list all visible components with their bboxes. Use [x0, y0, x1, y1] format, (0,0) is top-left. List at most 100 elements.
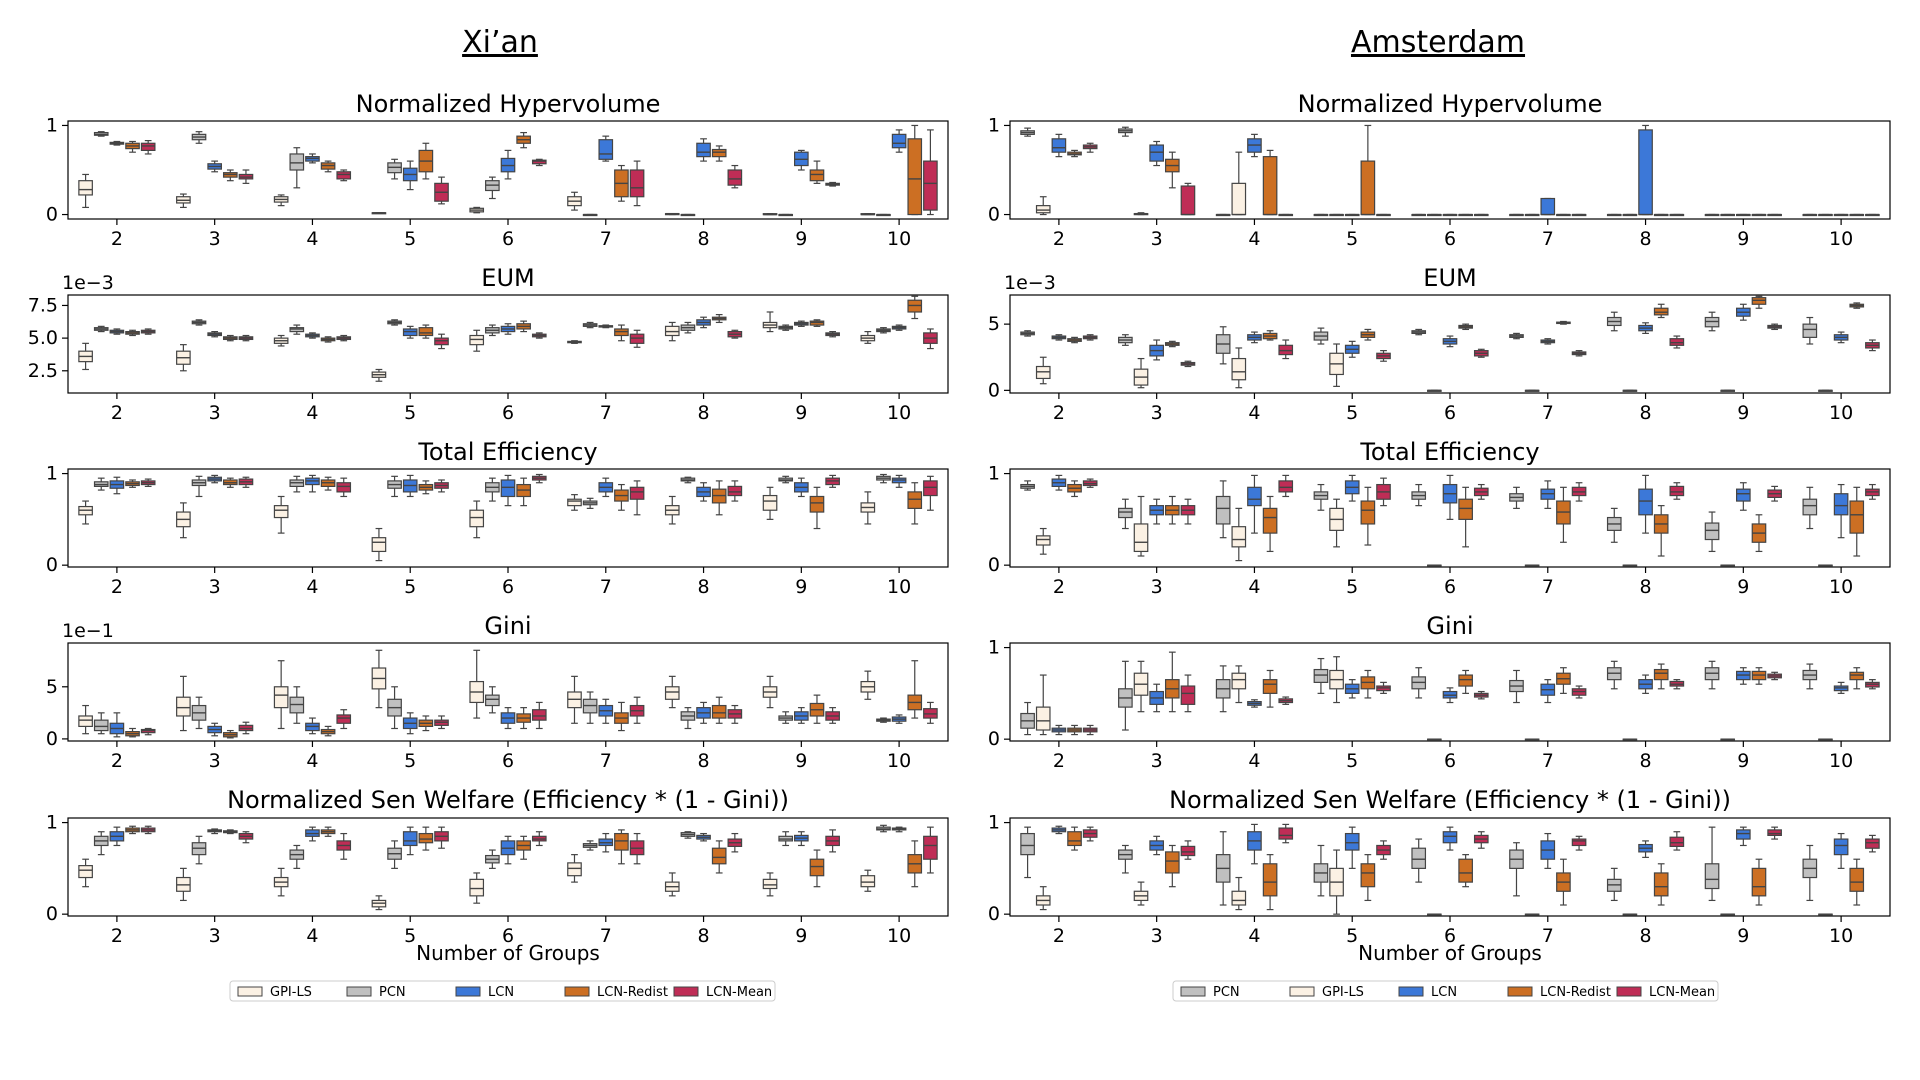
box-lcn-10 [891, 826, 907, 833]
x-tick-label: 4 [1248, 576, 1260, 598]
box-pcn-2 [93, 831, 109, 856]
box-lcn-mean-7 [1571, 482, 1587, 502]
box-lcn-6 [1442, 687, 1458, 704]
box-lcn-8 [696, 482, 711, 502]
box-lcn-mean-7 [629, 329, 645, 348]
box-lcn-redist-9 [1751, 295, 1767, 309]
box-pcn-2 [1020, 701, 1035, 736]
box-lcn-5 [402, 325, 418, 339]
box-lcn-redist-10 [1849, 302, 1865, 309]
x-tick-label: 5 [1346, 576, 1358, 598]
box-lcn-4 [305, 332, 320, 339]
box-body [1262, 679, 1278, 694]
x-tick-label: 10 [887, 228, 911, 250]
box-lcn-redist-6 [1458, 669, 1473, 694]
box-lcn-mean-10 [1865, 213, 1880, 217]
panel-title: Normalized Hypervolume [356, 90, 661, 118]
box-lcn-3 [207, 330, 222, 338]
box-body [762, 878, 778, 890]
x-tick-label: 2 [111, 402, 123, 424]
legend-label: LCN-Redist [1540, 985, 1611, 1000]
box-pcn-5 [387, 158, 402, 180]
panel-title: Normalized Hypervolume [1298, 90, 1603, 118]
box-lcn-4 [1247, 331, 1262, 344]
box-lcn-redist-3 [222, 477, 238, 488]
box-lcn-2 [1051, 825, 1067, 835]
box-gpi-ls-9 [1720, 213, 1736, 217]
box-lcn-2 [109, 328, 125, 335]
box-body [1231, 526, 1247, 548]
x-tick-label: 5 [404, 228, 416, 250]
box-gpi-ls-2 [78, 173, 93, 209]
x-tick-label: 7 [1542, 576, 1554, 598]
box-lcn-mean-7 [629, 832, 645, 865]
box-lcn-5 [402, 712, 418, 735]
box-lcn-mean-8 [727, 480, 743, 502]
box-lcn-redist-6 [516, 477, 531, 507]
box-pcn-6 [485, 849, 500, 869]
box-gpi-ls-5 [1329, 343, 1344, 387]
box-lcn-redist-9 [1751, 213, 1767, 217]
box-body [1180, 185, 1196, 216]
box-lcn-mean-4 [1278, 474, 1294, 498]
box-lcn-mean-2 [1082, 826, 1098, 842]
box-body [336, 171, 352, 180]
box-lcn-mean-5 [1376, 681, 1391, 694]
box-lcn-mean-9 [1767, 671, 1782, 681]
box-pcn-5 [1313, 327, 1329, 345]
box-body [923, 160, 938, 211]
box-lcn-redist-5 [1360, 124, 1376, 216]
x-tick-label: 9 [1737, 576, 1749, 598]
x-tick-label: 7 [600, 228, 612, 250]
box-pcn-5 [1313, 483, 1329, 511]
box-lcn-mean-8 [727, 832, 743, 853]
panel-xian-4: Normalized Sen Welfare (Efficiency * (1 … [46, 786, 949, 947]
box-gpi-ls-9 [762, 486, 778, 520]
x-tick-label: 4 [1248, 228, 1260, 250]
box-gpi-ls-3 [1133, 495, 1149, 557]
box-lcn-mean-10 [1865, 679, 1880, 690]
box-pcn-10 [1802, 663, 1818, 690]
box-lcn-redist-10 [907, 124, 923, 216]
y-tick-label: 0 [988, 554, 1000, 576]
box-body [289, 153, 305, 171]
legend-swatch [1289, 986, 1315, 997]
box-gpi-ls-9 [1720, 738, 1736, 741]
panel-title: EUM [481, 264, 534, 292]
box-gpi-ls-6 [1427, 564, 1442, 567]
panel-amsterdam-1: EUM 1e−3 0 5 2 3 4 5 6 7 8 9 10 [988, 264, 1891, 424]
box-lcn-8 [696, 832, 711, 842]
box-gpi-ls-7 [1524, 213, 1540, 217]
box-gpi-ls-4 [273, 194, 289, 207]
box-body [629, 169, 645, 198]
box-gpi-ls-10 [1818, 389, 1833, 392]
y-tick-label: 5 [46, 676, 58, 698]
box-lcn-9 [1736, 213, 1751, 217]
x-tick-label: 4 [306, 228, 318, 250]
box-body [1458, 498, 1473, 520]
box-lcn-mean-3 [238, 831, 254, 844]
box-lcn-mean-9 [1767, 213, 1782, 217]
x-axis-label: Number of Groups [1358, 941, 1542, 965]
box-gpi-ls-8 [1622, 738, 1638, 741]
x-tick-label: 7 [1542, 402, 1554, 424]
box-gpi-ls-3 [176, 675, 191, 732]
box-gpi-ls-7 [567, 340, 582, 344]
y-tick-label: 5.0 [28, 327, 58, 349]
box-gpi-ls-5 [1329, 656, 1344, 704]
box-pcn-10 [876, 824, 891, 833]
box-gpi-ls-7 [567, 854, 582, 883]
panel-title: Gini [1426, 612, 1473, 640]
box-pcn-10 [1802, 486, 1818, 530]
x-tick-label: 6 [1444, 750, 1456, 772]
box-lcn-5 [402, 160, 418, 191]
y-tick-label: 1 [46, 463, 58, 485]
y-tick-label: 0 [46, 204, 58, 226]
box-pcn-7 [1509, 332, 1524, 340]
box-lcn-4 [1247, 474, 1262, 534]
box-gpi-ls-4 [273, 660, 289, 730]
box-pcn-10 [876, 473, 891, 484]
box-gpi-ls-5 [371, 527, 387, 562]
box-lcn-redist-6 [516, 320, 531, 333]
box-lcn-redist-4 [1262, 495, 1278, 553]
